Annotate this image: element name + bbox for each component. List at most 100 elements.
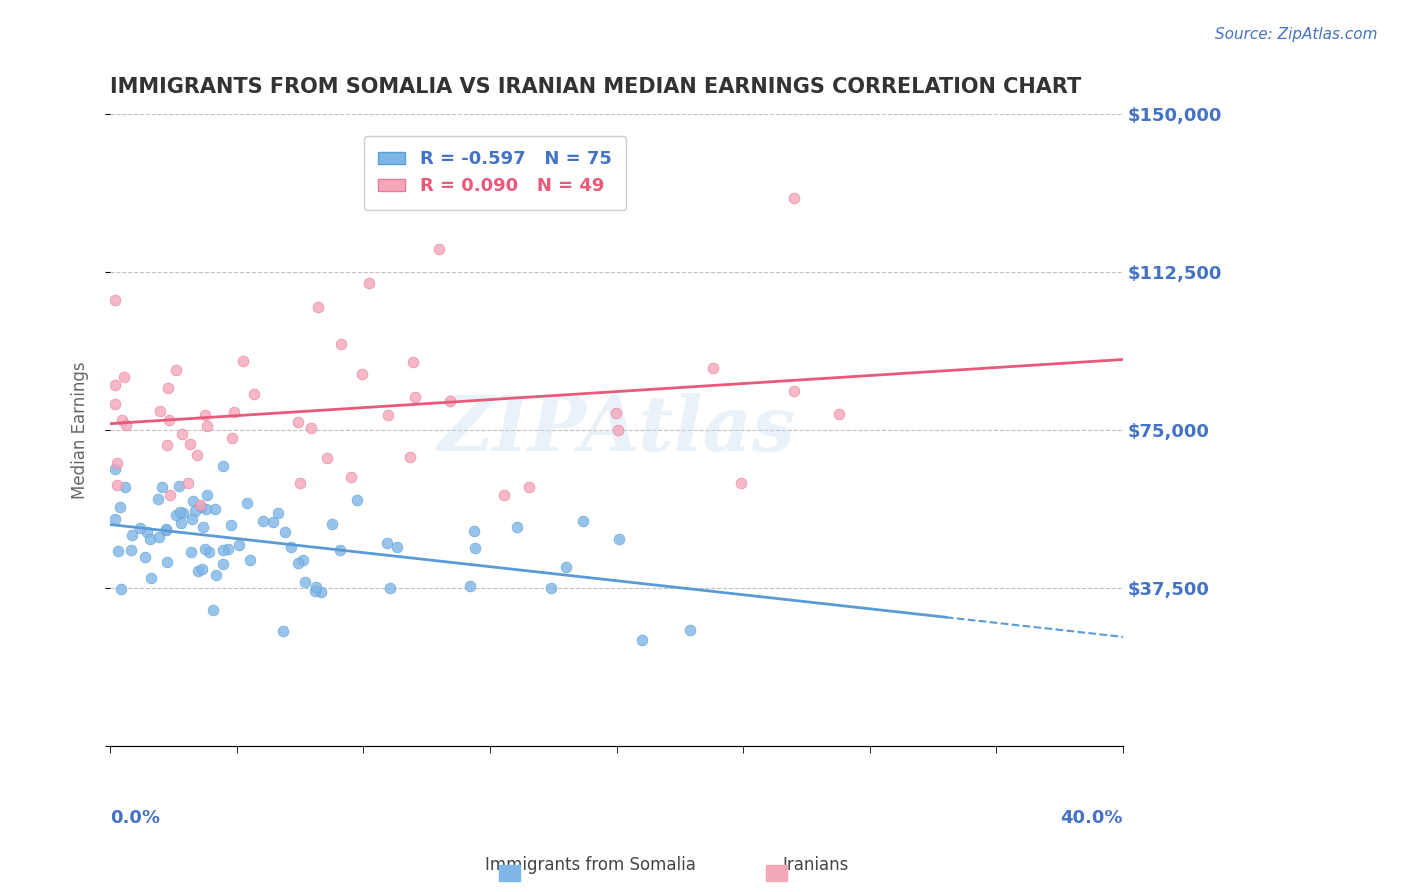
Point <box>631 633 654 648</box>
Point <box>607 532 630 546</box>
Point <box>194 408 217 422</box>
Point <box>169 478 191 492</box>
Point <box>231 354 253 368</box>
Text: Source: ZipAtlas.com: Source: ZipAtlas.com <box>1215 27 1378 42</box>
Point <box>104 293 127 308</box>
Point <box>104 377 127 392</box>
Point <box>186 448 208 462</box>
Point <box>183 494 205 508</box>
Point <box>238 553 260 567</box>
Point <box>195 488 218 502</box>
Point <box>104 462 127 476</box>
Point <box>204 501 226 516</box>
Point <box>305 580 328 594</box>
Point <box>129 520 152 534</box>
Point <box>404 391 426 405</box>
Point <box>730 476 752 491</box>
Point <box>607 423 630 437</box>
Point <box>156 556 179 570</box>
Point <box>299 421 322 435</box>
Point <box>194 502 217 516</box>
Point <box>304 583 326 598</box>
Point <box>287 415 309 429</box>
Point <box>112 370 135 384</box>
Point <box>219 518 242 533</box>
Y-axis label: Median Earnings: Median Earnings <box>72 361 89 499</box>
Point <box>494 488 516 502</box>
Point <box>156 381 179 395</box>
Point <box>121 527 143 541</box>
Point <box>111 413 134 427</box>
Point <box>120 542 142 557</box>
Point <box>114 480 136 494</box>
Point <box>292 553 315 567</box>
Point <box>519 480 541 494</box>
Point <box>187 564 209 578</box>
Point <box>252 514 274 528</box>
Point <box>243 386 266 401</box>
Point <box>104 512 127 526</box>
Point <box>201 603 224 617</box>
Point <box>359 276 381 290</box>
Point <box>464 541 486 556</box>
Point <box>377 408 399 422</box>
Text: 0.0%: 0.0% <box>110 809 160 827</box>
Point <box>554 560 576 574</box>
Point <box>179 437 201 451</box>
Point <box>107 544 129 558</box>
Point <box>439 394 461 409</box>
Point <box>605 406 627 420</box>
Point <box>309 585 332 599</box>
Point <box>169 505 191 519</box>
Point <box>352 367 374 381</box>
Point <box>110 582 132 596</box>
Text: Immigrants from Somalia: Immigrants from Somalia <box>485 856 696 874</box>
Point <box>290 475 312 490</box>
Point <box>149 404 172 418</box>
Point <box>188 499 211 513</box>
Point <box>287 556 309 570</box>
Point <box>458 579 481 593</box>
Point <box>782 384 804 398</box>
Point <box>177 475 200 490</box>
Point <box>783 191 806 205</box>
Text: Iranians: Iranians <box>782 856 849 874</box>
Point <box>307 300 329 314</box>
Point <box>115 417 138 432</box>
Point <box>148 530 170 544</box>
Point <box>506 519 529 533</box>
Point <box>235 496 257 510</box>
Point <box>156 438 179 452</box>
Point <box>165 508 187 522</box>
Point <box>105 456 128 470</box>
Point <box>540 581 562 595</box>
Point <box>273 525 295 540</box>
Point <box>165 363 187 377</box>
Point <box>139 572 162 586</box>
Point <box>193 541 215 556</box>
Point <box>329 543 352 558</box>
Point <box>679 623 702 637</box>
Point <box>375 536 398 550</box>
Point <box>294 575 316 590</box>
Point <box>346 492 368 507</box>
Point <box>170 516 193 530</box>
Point <box>134 549 156 564</box>
Point <box>378 581 401 595</box>
Point <box>159 488 181 502</box>
Text: IMMIGRANTS FROM SOMALIA VS IRANIAN MEDIAN EARNINGS CORRELATION CHART: IMMIGRANTS FROM SOMALIA VS IRANIAN MEDIA… <box>110 78 1081 97</box>
Point <box>155 522 177 536</box>
Point <box>104 397 127 411</box>
Point <box>146 491 169 506</box>
Point <box>135 525 157 540</box>
Text: 40.0%: 40.0% <box>1060 809 1123 827</box>
Point <box>204 567 226 582</box>
Point <box>315 451 337 466</box>
Point <box>212 543 235 558</box>
Point <box>702 360 724 375</box>
Point <box>217 541 239 556</box>
Point <box>195 419 218 434</box>
Point <box>385 540 408 554</box>
Point <box>190 500 212 514</box>
Point <box>463 524 485 539</box>
